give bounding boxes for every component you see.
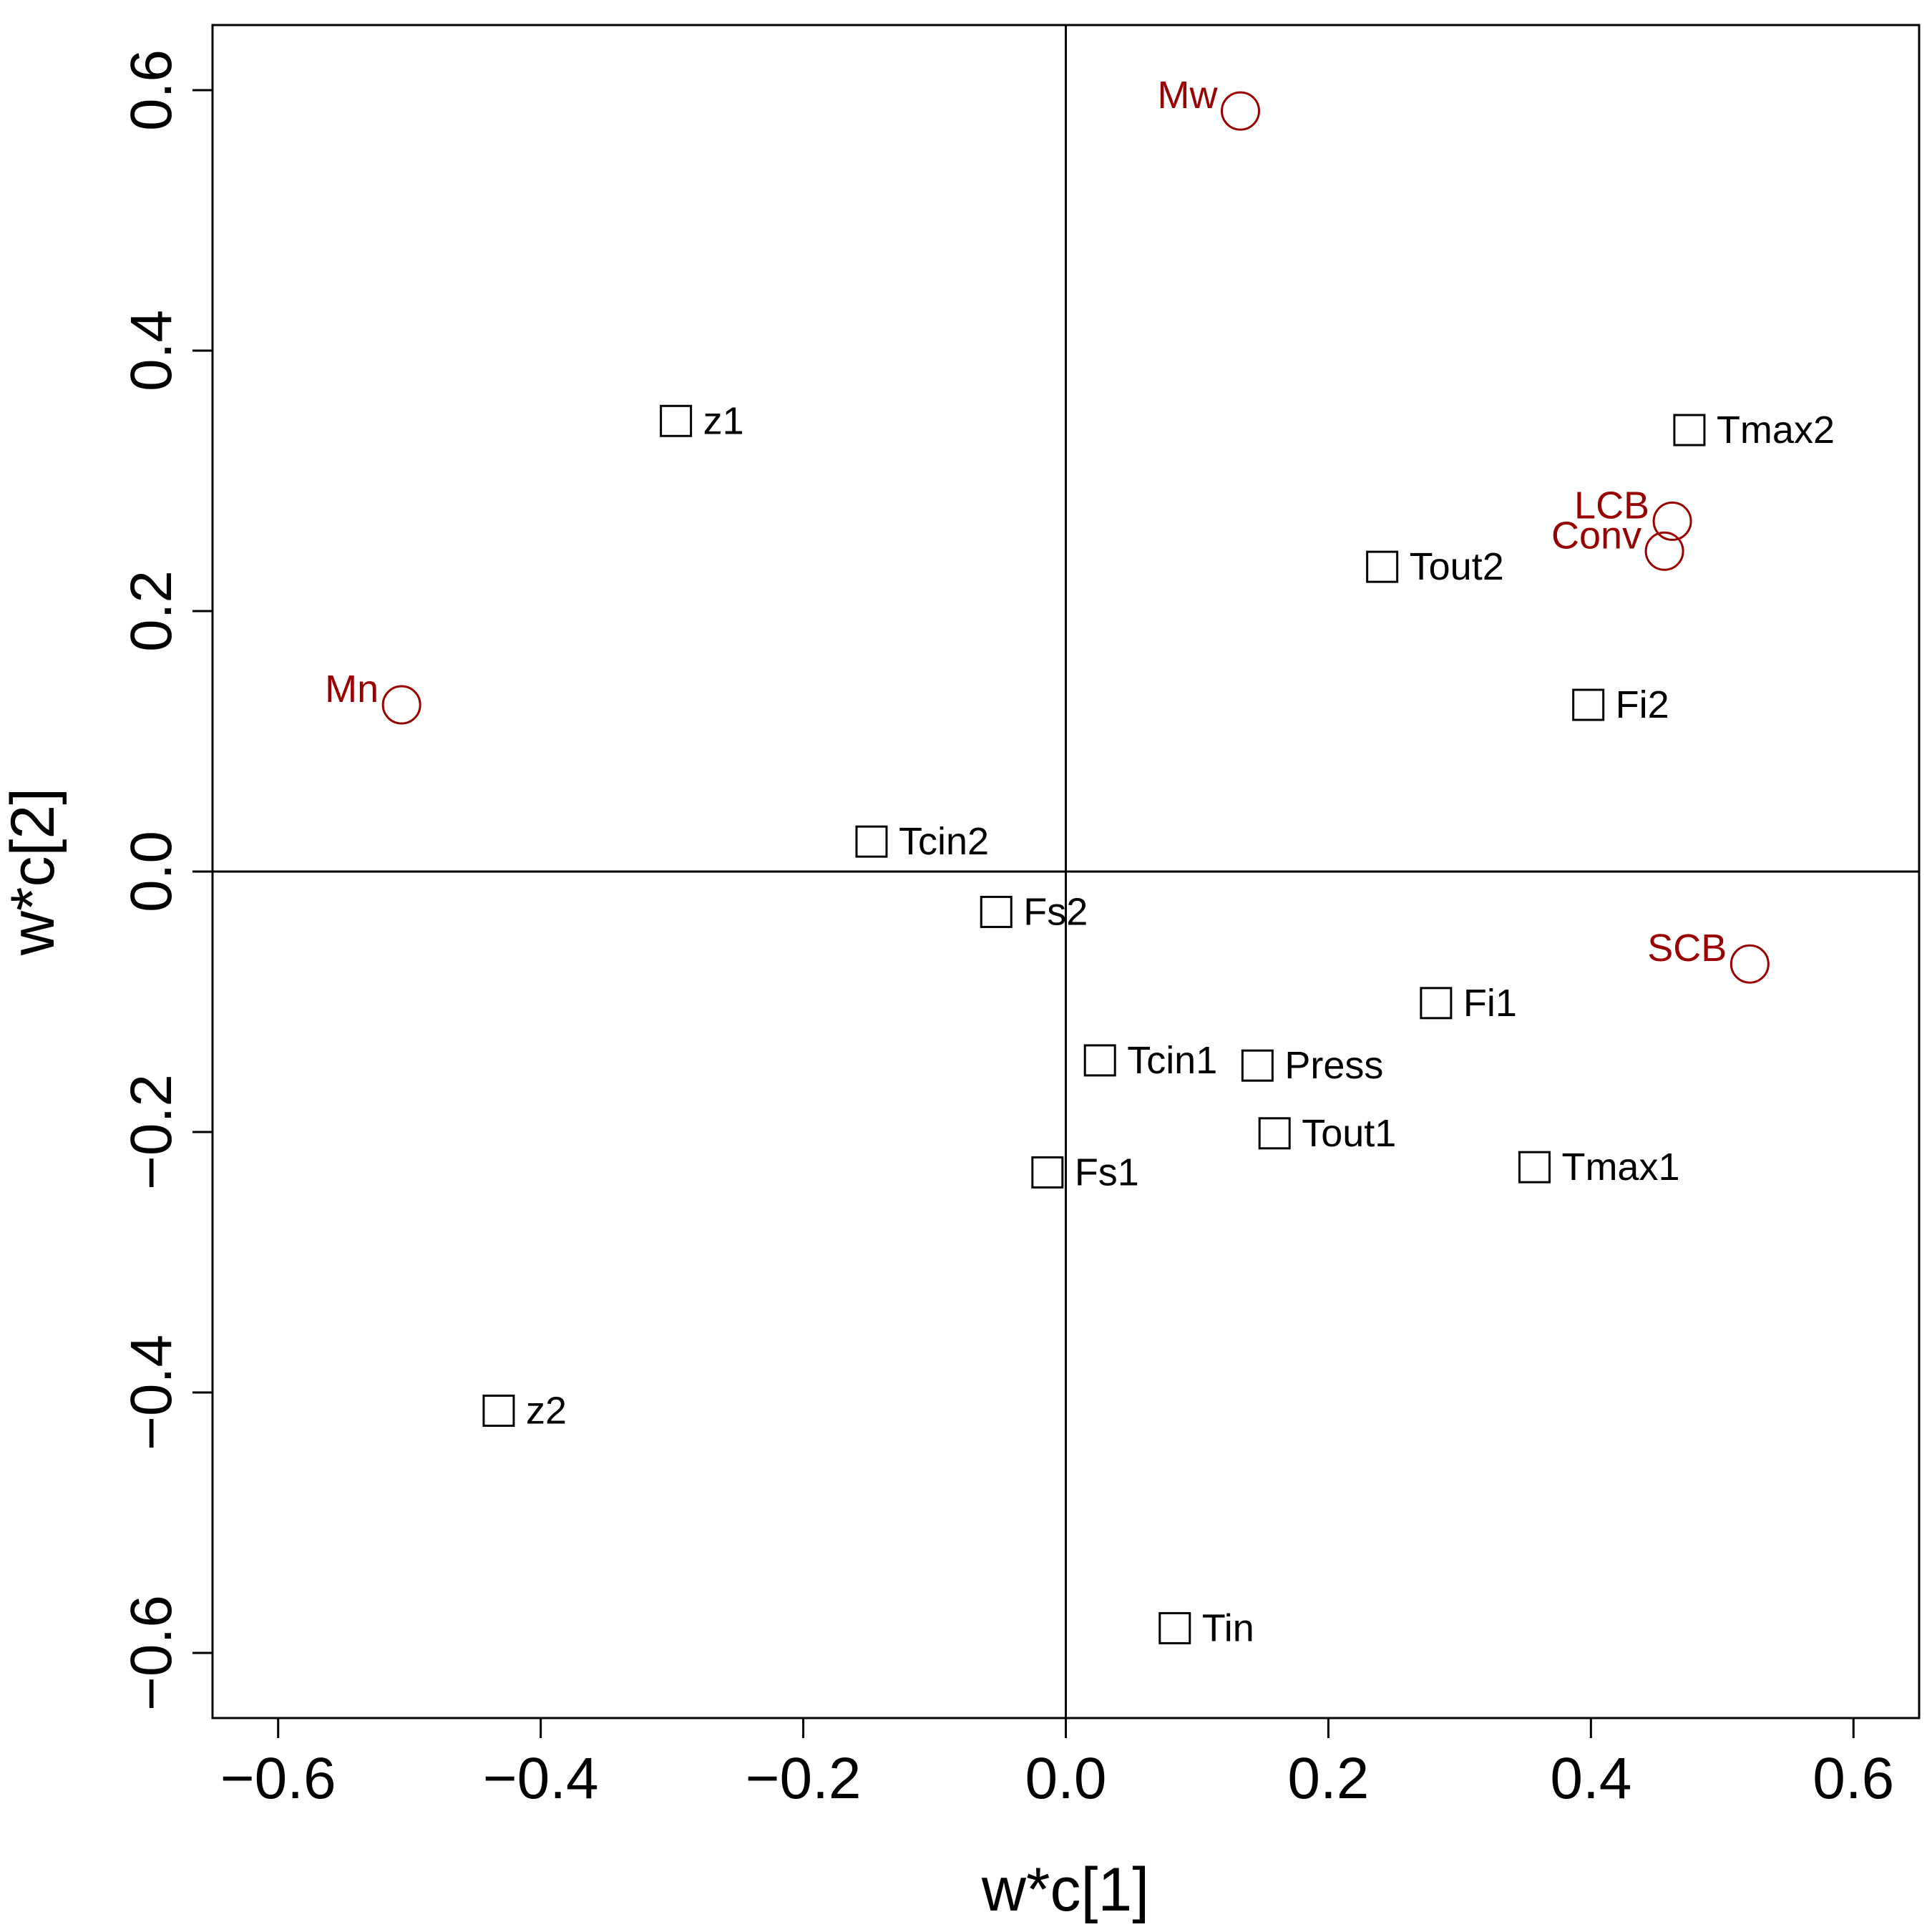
point-label-tout2: Tout2	[1410, 545, 1504, 588]
point-label-press: Press	[1284, 1044, 1383, 1087]
x-tick-label: 0.2	[1287, 1746, 1369, 1811]
point-marker-fs2	[980, 895, 1013, 928]
point-marker-mw	[1221, 91, 1261, 131]
point-label-fs1: Fs1	[1075, 1151, 1139, 1194]
point-label-z1: z1	[703, 399, 744, 442]
point-label-tmax2: Tmax2	[1717, 409, 1835, 452]
x-axis-title: w*c[1]	[981, 1855, 1149, 1924]
point-marker-tout2	[1366, 550, 1399, 583]
point-label-tout1: Tout1	[1302, 1112, 1396, 1155]
point-label-mn: Mn	[325, 668, 379, 711]
x-tick-label: 0.6	[1813, 1746, 1894, 1811]
point-label-tmax1: Tmax1	[1561, 1146, 1679, 1189]
x-tick-label: −0.4	[483, 1746, 599, 1811]
point-marker-z2	[482, 1394, 515, 1427]
y-tick-label: −0.2	[119, 1074, 184, 1190]
y-tick-label: 0.4	[119, 310, 184, 391]
y-tick-label: 0.6	[119, 49, 184, 131]
point-label-scb: SCB	[1647, 927, 1727, 970]
point-label-lcb: LCB	[1574, 484, 1649, 527]
point-marker-fi1	[1420, 987, 1453, 1020]
point-marker-tout1	[1258, 1117, 1291, 1150]
point-marker-fi2	[1572, 688, 1605, 721]
point-label-fs2: Fs2	[1023, 890, 1088, 933]
point-marker-press	[1241, 1049, 1274, 1082]
y-tick-label: −0.6	[119, 1595, 184, 1711]
x-tick-label: −0.2	[746, 1746, 862, 1811]
point-label-tcin1: Tcin1	[1127, 1039, 1217, 1082]
point-marker-tmax2	[1673, 414, 1706, 447]
point-label-z2: z2	[526, 1389, 567, 1432]
point-marker-scb	[1729, 944, 1770, 984]
point-marker-mn	[381, 685, 421, 725]
point-label-tin: Tin	[1202, 1606, 1254, 1649]
point-label-tcin2: Tcin2	[899, 820, 989, 863]
point-label-mw: Mw	[1158, 74, 1219, 117]
point-label-fi2: Fi2	[1616, 683, 1669, 726]
point-marker-lcb	[1652, 501, 1692, 541]
point-label-conv: Conv	[1551, 514, 1641, 557]
x-tick-label: −0.6	[220, 1746, 336, 1811]
point-marker-conv	[1644, 531, 1684, 571]
point-marker-tcin1	[1083, 1044, 1116, 1077]
point-marker-z1	[660, 404, 693, 437]
point-marker-fs1	[1031, 1156, 1064, 1189]
y-tick-label: 0.2	[119, 570, 184, 652]
x-tick-label: 0.0	[1025, 1746, 1107, 1811]
y-tick-label: −0.4	[119, 1335, 184, 1450]
point-marker-tin	[1158, 1611, 1191, 1644]
y-axis-title: w*c[2]	[0, 788, 67, 956]
point-marker-tmax1	[1518, 1151, 1551, 1184]
point-marker-tcin2	[855, 825, 888, 858]
x-tick-label: 0.4	[1550, 1746, 1631, 1811]
point-label-fi1: Fi1	[1463, 982, 1517, 1025]
y-tick-label: 0.0	[119, 831, 184, 912]
